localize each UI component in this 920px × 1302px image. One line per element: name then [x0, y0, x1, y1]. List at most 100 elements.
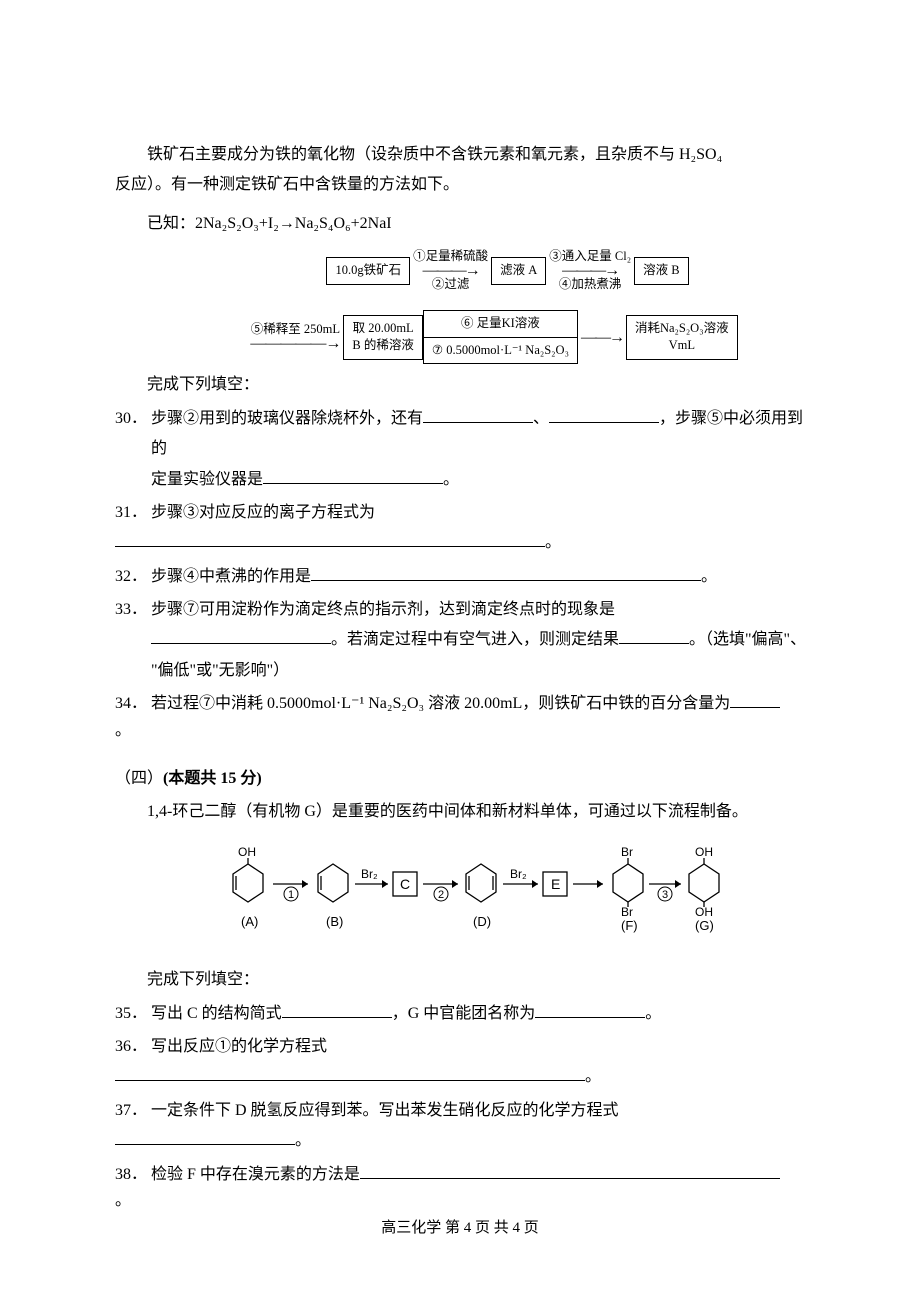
circled-2: 2 [438, 889, 444, 901]
blank [549, 405, 659, 423]
q31-body: 步骤③对应反应的离子方程式为 [151, 498, 810, 528]
flow-row-1: 10.0g铁矿石 ①足量稀硫酸 ———→ ②过滤 滤液 A ③通入足量 Cl₂ … [115, 249, 810, 292]
flow-box-solution-b: 溶液 B [634, 257, 688, 285]
synth-arrow-1: 1 [273, 880, 308, 901]
q38-t1: 检验 F 中存在溴元素的方法是 [151, 1166, 360, 1183]
synth-arrow-3: 3 [649, 880, 681, 901]
consume-top: 消耗Na₂S₂O₃溶液 [635, 320, 729, 338]
q37-end: 。 [295, 1132, 311, 1149]
flow-box-dilute: 取 20.00mL B 的稀溶液 [343, 315, 422, 360]
compound-a: OH (A) [233, 845, 263, 929]
q35-t2: ，G 中官能团名称为 [392, 1005, 536, 1022]
flow-arrow-1: ①足量稀硫酸 ———→ ②过滤 [413, 249, 488, 292]
blank [423, 405, 533, 423]
q36-body: 写出反应①的化学方程式 [151, 1032, 810, 1062]
arrow1-bot: ②过滤 [432, 277, 470, 292]
label-e: E [551, 876, 560, 892]
blank [730, 691, 780, 709]
label-a: (A) [241, 914, 258, 929]
section-4-header: （四）(本题共 15 分) [115, 764, 810, 794]
blank [282, 1000, 392, 1018]
q37-num: 37． [115, 1096, 151, 1126]
circled-3: 3 [662, 889, 668, 901]
q36-blank-line: 。 [115, 1062, 810, 1092]
q31-num: 31． [115, 498, 151, 528]
blank [115, 1064, 585, 1082]
sec4-intro: 1,4-环己二醇（有机物 G）是重要的医药中间体和新材料单体，可通过以下流程制备… [115, 797, 810, 827]
q30-t3: 定量实验仪器是 [151, 471, 263, 488]
q33-t2: 。若滴定过程中有空气进入，则测定结果 [331, 631, 619, 648]
q37-t1: 一定条件下 D 脱氢反应得到苯。写出苯发生硝化反应的化学方程式 [151, 1102, 619, 1119]
blank [115, 1128, 295, 1146]
flow-box-filtrate-a: 滤液 A [491, 257, 546, 285]
intro-block: 铁矿石主要成分为铁的氧化物（设杂质中不含铁元素和氧元素，且杂质不与 H₂SO₄ … [115, 140, 810, 201]
q33-t3: 。（选填"偏高"、 [689, 631, 806, 648]
flow-row-2: ⑤稀释至 250mL —————→ 取 20.00mL B 的稀溶液 ⑥ 足量K… [115, 310, 810, 364]
q35-num: 35． [115, 999, 151, 1029]
synth-arrow-br2b: Br₂ [503, 867, 538, 888]
q31-t1: 步骤③对应反应的离子方程式为 [151, 504, 375, 521]
flow-arrow-4: ——→ [581, 328, 623, 347]
dilute-top: 取 20.00mL [352, 320, 413, 338]
compound-f: Br Br (F) [613, 845, 643, 933]
q34-end: 。 [115, 716, 810, 746]
q33-t4: "偏低"或"无影响"） [151, 656, 810, 686]
q35-body: 写出 C 的结构简式 ，G 中官能团名称为 。 [151, 999, 810, 1029]
q30-t1: 步骤②用到的玻璃仪器除烧杯外，还有 [151, 410, 423, 427]
flow-box-consume: 消耗Na₂S₂O₃溶液 VmL [626, 315, 738, 360]
synthesis-flow: OH (A) 1 (B) Br₂ C [115, 834, 810, 955]
q34: 34． 若过程⑦中消耗 0.5000mol·L⁻¹ Na₂S₂O₃ 溶液 20.… [115, 689, 810, 719]
q35-t1: 写出 C 的结构简式 [151, 1005, 282, 1022]
q33-t1: 步骤⑦可用淀粉作为滴定终点的指示剂，达到滴定终点时的现象是 [151, 601, 615, 618]
flow-arrow-2: ③通入足量 Cl₂ ———→ ④加热煮沸 [549, 249, 631, 292]
q31-end: 。 [545, 534, 561, 551]
fill-prompt-1: 完成下列填空： [115, 370, 810, 400]
blank [535, 1000, 645, 1018]
q33: 33． 步骤⑦可用淀粉作为滴定终点的指示剂，达到滴定终点时的现象是 。若滴定过程… [115, 595, 810, 686]
q36-t1: 写出反应①的化学方程式 [151, 1038, 327, 1055]
svg-text:OH: OH [695, 845, 713, 859]
synth-arrow-br2a: Br₂ [355, 867, 388, 888]
blank [263, 466, 443, 484]
q30-num: 30． [115, 404, 151, 434]
q35-end: 。 [645, 1005, 661, 1022]
svg-text:OH: OH [695, 905, 713, 919]
circled-1: 1 [288, 889, 294, 901]
dilute-bot: B 的稀溶液 [352, 337, 413, 355]
svg-text:Br: Br [621, 845, 633, 859]
q36-num: 36． [115, 1032, 151, 1062]
q36-end: 。 [585, 1068, 601, 1085]
flow-arrow-3: ⑤稀释至 250mL —————→ [250, 322, 340, 353]
q34-body: 若过程⑦中消耗 0.5000mol·L⁻¹ Na₂S₂O₃ 溶液 20.00mL… [151, 689, 810, 719]
synth-arrow-ef [573, 880, 603, 888]
flow-box-ki: ⑥ 足量KI溶液 [423, 310, 578, 338]
label-b: (B) [326, 914, 343, 929]
q37: 37． 一定条件下 D 脱氢反应得到苯。写出苯发生硝化反应的化学方程式 [115, 1096, 810, 1126]
synth-arrow-2: 2 [423, 880, 458, 901]
q30: 30． 步骤②用到的玻璃仪器除烧杯外，还有、，步骤⑤中必须用到的 定量实验仪器是… [115, 404, 810, 495]
label-br2b: Br₂ [510, 867, 527, 881]
q32-body: 步骤④中煮沸的作用是。 [151, 562, 810, 592]
arrow-line-icon: ——→ [581, 328, 623, 347]
label-g: (G) [695, 918, 714, 933]
q33-body: 步骤⑦可用淀粉作为滴定终点的指示剂，达到滴定终点时的现象是 。若滴定过程中有空气… [151, 595, 810, 686]
compound-e-box: E [543, 872, 567, 896]
flow-box-na2s2o3: ⑦ 0.5000mol·L⁻¹ Na₂S₂O₃ [423, 338, 578, 365]
sec4-title: (本题共 15 分) [163, 770, 262, 787]
q34-t1: 若过程⑦中消耗 0.5000mol·L⁻¹ Na₂S₂O₃ 溶液 20.00mL… [151, 695, 730, 712]
q32: 32． 步骤④中煮沸的作用是。 [115, 562, 810, 592]
intro-line2: 反应）。有一种测定铁矿石中含铁量的方法如下。 [115, 170, 810, 200]
sec4-num: （四） [115, 770, 163, 787]
fill-prompt-2: 完成下列填空： [115, 965, 810, 995]
compound-c-box: C [393, 872, 417, 896]
arrow-line-icon: —————→ [250, 334, 340, 353]
q32-t1: 步骤④中煮沸的作用是 [151, 568, 311, 585]
q30-sep: 、 [533, 410, 549, 427]
label-d: (D) [473, 914, 491, 929]
q36: 36． 写出反应①的化学方程式 [115, 1032, 810, 1062]
q31: 31． 步骤③对应反应的离子方程式为 [115, 498, 810, 528]
label-c: C [400, 876, 410, 892]
label-f: (F) [621, 918, 638, 933]
blank [115, 530, 545, 548]
compound-g: OH OH (G) [689, 845, 719, 933]
